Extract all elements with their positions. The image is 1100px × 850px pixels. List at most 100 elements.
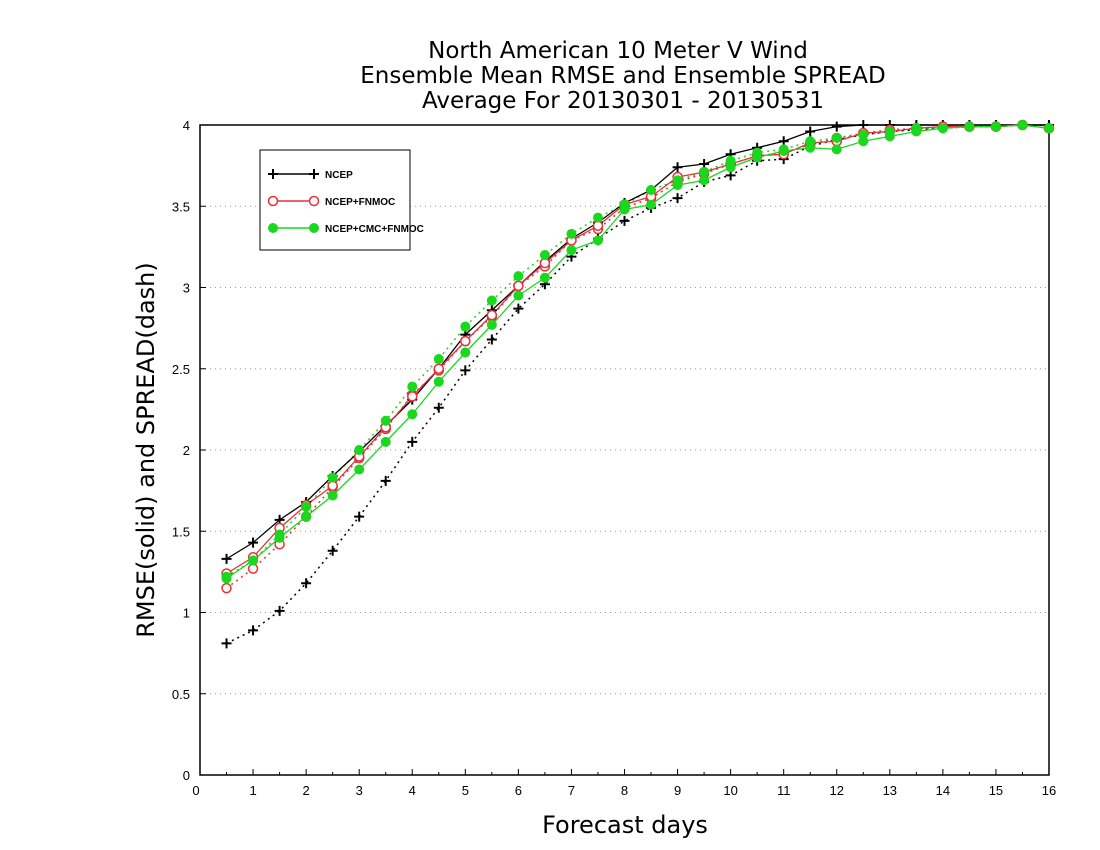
rmse-point-ncep-cmc-fnmoc	[964, 121, 975, 132]
x-tick-label: 0	[192, 783, 199, 798]
rmse-point-ncep-cmc-fnmoc	[301, 511, 312, 522]
rmse-point-ncep-cmc-fnmoc	[248, 555, 259, 566]
rmse-point-ncep-cmc-fnmoc	[752, 152, 763, 163]
spread-point-ncep-cmc-fnmoc	[513, 271, 524, 282]
rmse-point-ncep-fnmoc	[460, 335, 471, 347]
spread-point-ncep-cmc-fnmoc	[433, 354, 444, 364]
rmse-point-ncep	[831, 121, 842, 132]
spread-point-ncep	[327, 545, 338, 556]
y-tick-label: 2	[183, 443, 190, 458]
spread-point-ncep-cmc-fnmoc	[380, 415, 391, 426]
rmse-point-ncep-cmc-fnmoc	[1017, 120, 1028, 130]
spread-point-ncep	[513, 303, 524, 314]
spread-point-ncep-fnmoc	[221, 582, 232, 594]
spread-point-ncep	[486, 334, 497, 345]
rmse-point-ncep-cmc-fnmoc	[672, 180, 683, 191]
rmse-point-ncep-cmc-fnmoc	[699, 175, 710, 186]
spread-point-ncep	[354, 511, 365, 522]
x-tick-label: 15	[989, 783, 1003, 798]
legend-label: NCEP	[325, 170, 353, 181]
rmse-point-ncep-cmc-fnmoc	[858, 136, 869, 147]
legend-marker-start	[268, 169, 278, 179]
rmse-point-ncep	[672, 162, 683, 173]
x-tick-labels: 0 1 2 3 4 5 6 7 8 9 10 11 12 13 14 15 16	[192, 783, 1056, 798]
axes	[199, 124, 1050, 776]
spread-point-ncep-cmc-fnmoc	[407, 381, 418, 392]
x-tick-label: 7	[568, 783, 575, 798]
y-tick-labels: 0 0.5 1 1.5 2 2.5 3 3.5 4	[172, 118, 190, 783]
spread-point-ncep-cmc-fnmoc	[301, 501, 312, 512]
legend-marker-end	[308, 195, 320, 207]
spread-point-ncep-cmc-fnmoc	[566, 228, 577, 239]
spread-line-ncep	[226, 124, 1049, 645]
rmse-point-ncep-cmc-fnmoc	[460, 347, 471, 358]
rmse-point-ncep-cmc-fnmoc	[778, 146, 789, 156]
spread-point-ncep-cmc-fnmoc	[460, 321, 471, 332]
title-line-2: Ensemble Mean RMSE and Ensemble SPREAD	[360, 63, 885, 89]
legend-marker-end	[309, 223, 319, 233]
rmse-point-ncep-cmc-fnmoc	[646, 199, 657, 210]
y-tick-label: 3	[183, 281, 190, 296]
legend-marker-end	[309, 169, 319, 179]
legend-label: NCEP+FNMOC	[325, 197, 395, 208]
spread-point-ncep	[433, 402, 444, 413]
legend: NCEP NCEP+FNMOC NCEP+CMC+FNMOC	[259, 149, 424, 251]
rmse-point-ncep-cmc-fnmoc	[831, 144, 842, 155]
x-tick-label: 14	[936, 783, 950, 798]
x-tick-label: 2	[303, 783, 310, 798]
spread-point-ncep	[619, 215, 630, 226]
series-layer	[221, 119, 1055, 649]
rmse-point-ncep-cmc-fnmoc	[805, 142, 816, 153]
x-tick-label: 10	[723, 783, 737, 798]
rmse-point-ncep-fnmoc	[486, 309, 498, 321]
y-tick-label: 4	[183, 118, 190, 133]
spread-point-ncep	[460, 365, 471, 376]
x-tick-label: 1	[249, 783, 256, 798]
rmse-point-ncep-fnmoc	[407, 391, 418, 402]
rmse-point-ncep-cmc-fnmoc	[539, 272, 550, 283]
x-tick-label: 8	[621, 783, 628, 798]
rmse-point-ncep-cmc-fnmoc	[354, 464, 365, 475]
legend-item-ncep: NCEP	[268, 169, 353, 181]
rmse-point-ncep-fnmoc	[513, 280, 524, 292]
rmse-point-ncep-cmc-fnmoc	[884, 131, 895, 142]
rmse-point-ncep	[221, 553, 232, 564]
rmse-point-ncep-cmc-fnmoc	[937, 123, 948, 134]
spread-point-ncep-cmc-fnmoc	[646, 185, 657, 195]
rmse-point-ncep-cmc-fnmoc	[407, 409, 418, 420]
spread-point-ncep-cmc-fnmoc	[592, 212, 603, 223]
x-tick-label: 12	[830, 783, 844, 798]
legend-marker-start	[267, 195, 279, 207]
rmse-point-ncep-cmc-fnmoc	[513, 290, 524, 301]
rmse-point-ncep-cmc-fnmoc	[619, 204, 630, 215]
x-tick-label: 4	[409, 783, 416, 798]
title-line-3: Average For 20130301 - 20130531	[422, 88, 824, 114]
rmse-point-ncep-cmc-fnmoc	[566, 245, 577, 256]
rmse-point-ncep	[248, 537, 259, 548]
rmse-point-ncep-cmc-fnmoc	[1044, 123, 1054, 134]
spread-point-ncep	[274, 605, 285, 616]
y-tick-label: 3.5	[172, 199, 190, 214]
spread-line-ncep-fnmoc	[226, 124, 1050, 589]
rmse-point-ncep-cmc-fnmoc	[911, 126, 922, 137]
grid	[200, 205, 1049, 695]
x-tick-label: 3	[356, 783, 363, 798]
title-line-1: North American 10 Meter V Wind	[428, 38, 808, 64]
rmse-point-ncep-cmc-fnmoc	[486, 319, 497, 330]
x-tick-label: 16	[1042, 783, 1056, 798]
rmse-point-ncep	[805, 126, 816, 137]
x-tick-label: 6	[515, 783, 522, 798]
spread-point-ncep	[672, 193, 683, 204]
spread-point-ncep-cmc-fnmoc	[539, 250, 550, 260]
spread-point-ncep	[407, 436, 418, 447]
legend-item-ncep-cmc-fnmoc: NCEP+CMC+FNMOC	[268, 223, 424, 235]
rmse-point-ncep-cmc-fnmoc	[221, 573, 232, 584]
rmse-point-ncep-cmc-fnmoc	[274, 532, 285, 543]
legend-label: NCEP+CMC+FNMOC	[325, 224, 424, 235]
spread-point-ncep	[221, 638, 232, 649]
spread-point-ncep	[248, 625, 259, 636]
x-tick-label: 13	[883, 783, 897, 798]
x-axis-label: Forecast days	[542, 811, 708, 839]
x-tick-label: 5	[462, 783, 469, 798]
